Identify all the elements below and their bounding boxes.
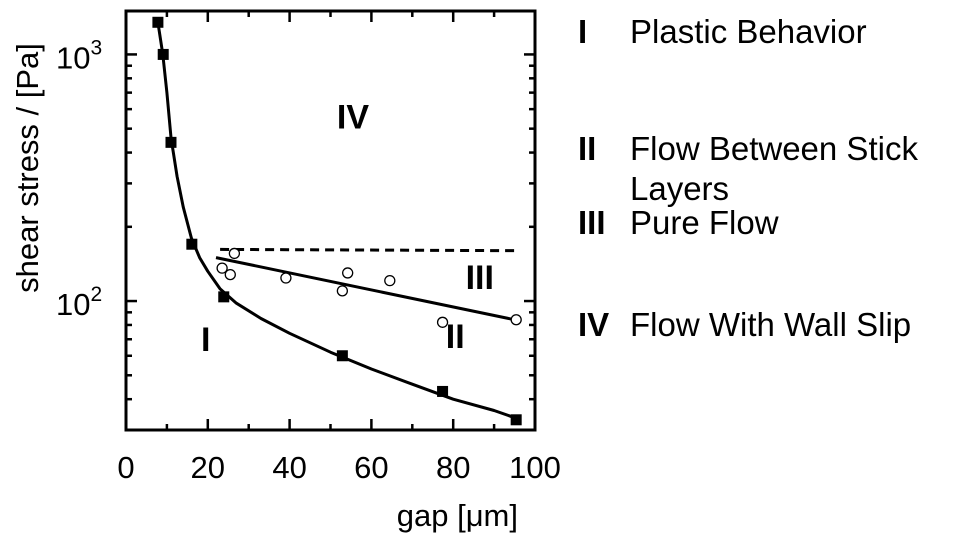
square-marker <box>510 414 522 426</box>
square-marker <box>157 48 169 60</box>
square-marker <box>218 291 230 303</box>
x-tick-label: 60 <box>354 450 388 485</box>
legend-text: Pure Flow <box>630 204 779 241</box>
circle-marker <box>342 267 354 279</box>
y-tick-label: 103 <box>56 36 102 75</box>
axis-ticks <box>124 11 537 430</box>
data-markers <box>152 16 522 426</box>
x-tick-label: 0 <box>117 450 134 485</box>
legend-text: Flow With Wall Slip <box>630 306 912 343</box>
circle-marker <box>280 272 292 284</box>
region-label-ii: II <box>446 318 465 356</box>
square-marker <box>336 350 348 362</box>
curve-dashed-2 <box>220 247 519 253</box>
region-label-iii: III <box>466 259 494 297</box>
circle-marker <box>510 314 522 326</box>
x-tick-label: 80 <box>436 450 470 485</box>
square-marker <box>152 16 164 28</box>
circle-marker <box>228 247 241 260</box>
curve-solid-1 <box>215 256 522 323</box>
square-marker <box>165 136 177 148</box>
x-tick-label: 20 <box>191 450 225 485</box>
legend-numeral: I <box>578 13 588 50</box>
circle-marker <box>336 285 349 297</box>
region-label-iv: IV <box>337 99 369 137</box>
circle-marker <box>384 274 396 287</box>
region-label-i: I <box>201 321 210 359</box>
circle-marker <box>216 262 228 274</box>
legend-numeral: II <box>578 130 597 167</box>
legend-text: Plastic Behavior <box>630 13 867 50</box>
x-axis-title: gap [μm] <box>397 498 518 533</box>
square-marker <box>437 385 449 397</box>
circle-marker <box>224 268 236 281</box>
square-marker <box>186 238 198 250</box>
y-tick-label: 102 <box>56 283 102 322</box>
x-tick-label: 40 <box>272 450 306 485</box>
legend-numeral: III <box>578 204 606 241</box>
x-tick-label: 100 <box>509 450 561 485</box>
circle-marker <box>436 316 449 328</box>
legend-numeral: IV <box>578 306 610 343</box>
legend-text: Flow Between Stick Layers <box>630 130 918 207</box>
y-axis-title: shear stress / [Pa] <box>10 43 45 293</box>
tick-labels: 0 20 40 60 80 100 102 103 <box>56 36 561 485</box>
